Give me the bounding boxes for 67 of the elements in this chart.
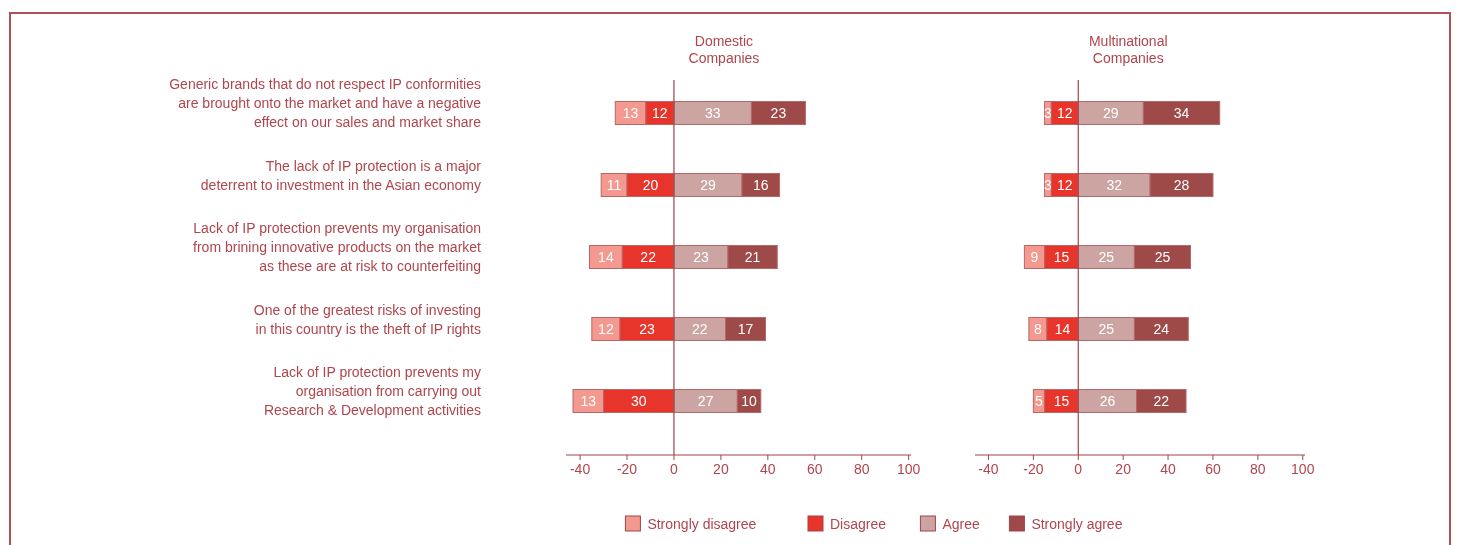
data-label: 13	[580, 393, 597, 409]
data-label: 24	[1153, 321, 1170, 337]
data-label: 14	[1054, 321, 1071, 337]
data-label: 16	[753, 177, 769, 193]
y-tick-label: Lack of IP protection prevents my organisation from carrying out Research & Development activities	[263, 364, 482, 418]
data-label: 32	[1106, 177, 1123, 193]
y-tick-label: Lack of IP protection prevents my organisation from brining innovative products on the market as these are at risk to counterfeiting	[193, 220, 482, 274]
data-label: 29	[1103, 105, 1119, 121]
x-tick-label: -20	[1023, 461, 1044, 477]
data-label: 5	[1035, 393, 1044, 409]
data-label: 10	[741, 393, 758, 409]
chart-title: Multinational Companies	[1088, 33, 1168, 66]
x-tick-label: 20	[1115, 461, 1132, 477]
x-tick-label: 60	[806, 461, 823, 477]
data-label: 3	[1044, 105, 1053, 121]
data-label: 26	[1099, 393, 1116, 409]
x-tick-label: 100	[1291, 461, 1315, 477]
data-label: 12	[1057, 105, 1073, 121]
data-label: 20	[642, 177, 659, 193]
data-label: 8	[1033, 321, 1042, 337]
x-tick-label: 0	[1074, 461, 1083, 477]
x-tick-label: 60	[1205, 461, 1221, 477]
data-label: 33	[704, 105, 721, 121]
data-label: 22	[691, 321, 708, 337]
x-tick-label: 80	[853, 461, 870, 477]
data-label: 25	[1098, 321, 1115, 337]
x-tick-label: 80	[1250, 461, 1266, 477]
data-label: 23	[639, 321, 655, 337]
data-label: 14	[598, 249, 614, 265]
data-label: 12	[1057, 177, 1073, 193]
legend-label: Strongly disagree	[647, 516, 757, 532]
data-label: 3	[1044, 177, 1053, 193]
data-label: 15	[1053, 393, 1070, 409]
x-tick-label: 20	[713, 461, 729, 477]
x-tick-label: 100	[896, 461, 921, 477]
data-label: 23	[693, 249, 709, 265]
x-tick-label: 40	[1160, 461, 1177, 477]
data-label: 25	[1154, 249, 1171, 265]
data-label: 11	[606, 177, 622, 193]
y-tick-label: One of the greatest risks of investing in this country is the theft of IP rights	[253, 301, 481, 337]
data-label: 30	[630, 393, 647, 409]
legend-label: Disagree	[830, 516, 887, 532]
data-label: 27	[697, 393, 714, 409]
data-label: 15	[1053, 249, 1070, 265]
data-label: 12	[598, 321, 614, 337]
x-tick-label: -40	[978, 461, 999, 477]
x-tick-label: -20	[616, 461, 638, 477]
legend-label: Strongly agree	[1031, 516, 1123, 532]
data-label: 9	[1030, 249, 1039, 265]
data-label: 25	[1098, 249, 1115, 265]
data-label: 22	[640, 249, 657, 265]
data-label: 23	[770, 105, 787, 121]
data-label: 17	[737, 321, 754, 337]
data-label: 22	[1153, 393, 1170, 409]
data-label: 21	[744, 249, 761, 265]
data-label: 28	[1173, 177, 1190, 193]
data-label: 29	[700, 177, 716, 193]
data-label: 34	[1173, 105, 1190, 121]
x-tick-label: 40	[760, 461, 776, 477]
y-tick-label: The lack of IP protection is a major deterrent to investment in the Asian economy	[200, 157, 482, 193]
y-tick-label: Generic brands that do not respect IP conformities are brought onto the market and have a negative effect on our sales and market share	[169, 76, 482, 130]
data-label: 12	[652, 105, 668, 121]
data-label: 13	[622, 105, 639, 121]
chart-title: Domestic Companies	[688, 33, 760, 66]
x-tick-label: -40	[569, 461, 591, 477]
x-tick-label: 0	[670, 461, 679, 477]
legend-label: Agree	[942, 516, 980, 532]
